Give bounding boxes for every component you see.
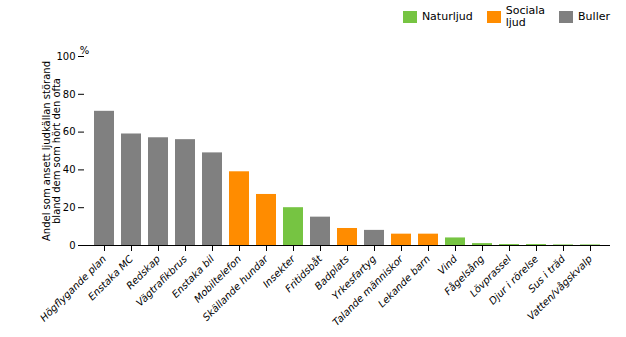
svg-text:Redskap: Redskap	[124, 253, 163, 292]
svg-text:Andel som ansett ljudkällan st: Andel som ansett ljudkällan störandbland…	[41, 61, 62, 241]
svg-text:40: 40	[63, 164, 76, 175]
svg-text:Djur i rörelse: Djur i rörelse	[486, 253, 541, 307]
svg-text:Yrkesfartyg: Yrkesfartyg	[329, 253, 379, 302]
svg-text:60: 60	[63, 126, 76, 137]
svg-text:Mobiltelefon: Mobiltelefon	[191, 253, 244, 305]
svg-text:Vind: Vind	[436, 253, 460, 277]
svg-text:Skällande hundar: Skällande hundar	[200, 253, 270, 323]
html-text:Naturljud: Naturljud	[421, 10, 473, 23]
svg-text:Högflygande plan: Högflygande plan	[37, 253, 109, 324]
html-text:Sociala ljud: Sociala ljud	[505, 3, 546, 29]
svg-text:20: 20	[63, 202, 76, 213]
svg-text:Badplats: Badplats	[312, 253, 352, 292]
svg-text:Lekande barn: Lekande barn	[376, 253, 432, 309]
svg-text:100: 100	[56, 51, 75, 62]
svg-text:Fritidsbåt: Fritidsbåt	[283, 253, 325, 295]
svg-text:Lövprassel: Lövprassel	[467, 253, 514, 299]
svg-text:Vatten/vågskvalp: Vatten/vågskvalp	[524, 253, 594, 323]
svg-text:Sus i träd: Sus i träd	[525, 253, 568, 295]
html-text:Buller: Buller	[578, 10, 610, 23]
svg-text:Vägtrafikbrus: Vägtrafikbrus	[133, 253, 190, 309]
svg-text:Enstaka MC: Enstaka MC	[86, 253, 135, 302]
svg-text:80: 80	[63, 89, 76, 100]
svg-text:Insekter: Insekter	[260, 253, 298, 290]
svg-text:%: %	[80, 45, 90, 56]
svg-text:Talande människor: Talande människor	[330, 253, 406, 328]
svg-text:Enstaka bil: Enstaka bil	[169, 253, 217, 300]
svg-text:0: 0	[69, 240, 75, 251]
svg-text:Fågelsång: Fågelsång	[442, 253, 487, 298]
